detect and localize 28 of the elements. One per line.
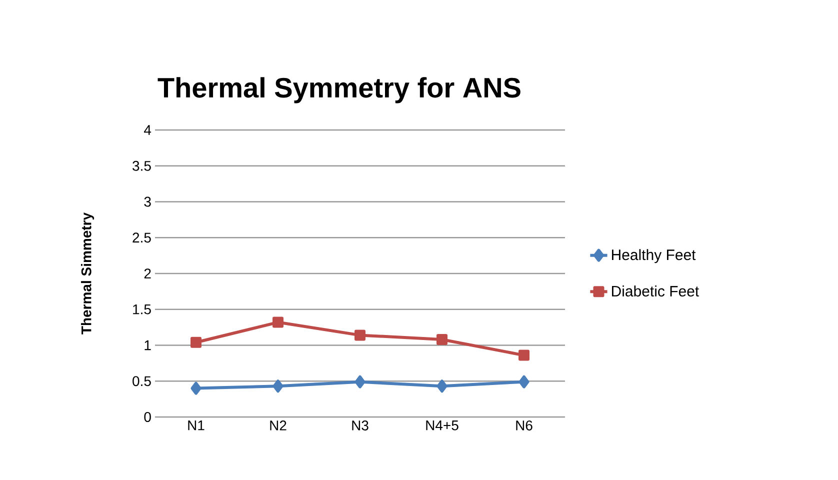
point [190,336,202,348]
point [436,380,448,393]
legend-label: Healthy Feet [612,249,696,264]
legend-label: Diabetic Feet [612,286,700,297]
y-tick-label: 1.5 [133,304,151,314]
point [272,316,284,328]
x-tick-label: N3 [352,420,368,430]
x-tick-label: N1 [188,420,204,430]
y-tick-label: 3 [144,196,151,207]
y-tick-label: 3.5 [132,160,151,171]
point [354,375,366,388]
y-tick-label: 4 [144,125,152,135]
x-tick-label: N6 [516,420,532,430]
point [436,334,448,346]
y-tick-label: 2 [144,268,151,278]
y-axis-title: Thermal Simmetry [81,212,94,334]
point [518,350,530,361]
point [518,375,530,388]
point [354,330,366,341]
y-tick-label: 1 [144,340,151,350]
y-tick-label: 0 [144,412,151,422]
chart-title: Thermal Symmetry for ANS [158,77,520,104]
y-tick-label: 0.5 [132,376,151,386]
point [190,382,202,395]
x-tick-label: N4+5 [426,420,458,430]
x-tick-label: N2 [270,420,286,430]
point [272,380,284,393]
y-tick-label: 2.5 [132,232,151,243]
